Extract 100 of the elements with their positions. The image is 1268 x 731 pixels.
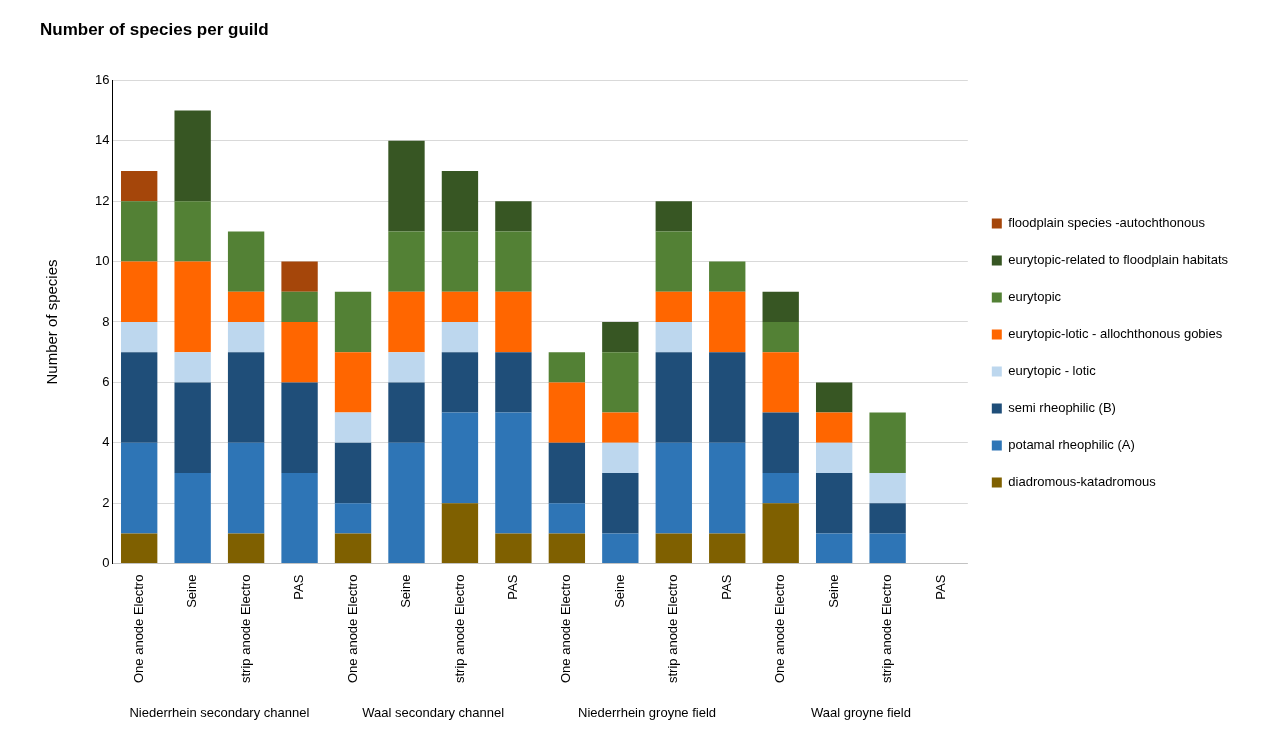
bar <box>334 412 372 443</box>
bar <box>441 503 479 564</box>
bar <box>227 231 265 292</box>
bar <box>441 171 479 232</box>
y-tick-label: 14 <box>94 132 110 148</box>
bar <box>709 291 746 353</box>
bar <box>815 382 853 413</box>
y-axis-title: Number of species <box>43 259 61 385</box>
bar <box>655 322 692 353</box>
bar <box>227 442 265 534</box>
bar <box>548 442 586 504</box>
bar <box>334 503 372 534</box>
bar <box>762 412 799 473</box>
bar <box>441 231 479 292</box>
x-tick-label: Seine <box>611 574 627 608</box>
bar <box>227 352 265 443</box>
bar <box>548 503 586 534</box>
bar <box>548 352 586 383</box>
bar <box>495 533 532 564</box>
bar <box>815 412 853 443</box>
bar <box>388 291 425 353</box>
x-tick-label: PAS <box>291 574 307 600</box>
bar <box>869 503 906 534</box>
legend-label: semi rheophilic (B) <box>1008 400 1116 416</box>
bar <box>334 291 372 353</box>
bar <box>441 291 479 322</box>
bar <box>334 442 372 504</box>
legend-label: eurytopic-related to floodplain habitats <box>1008 252 1229 268</box>
text: Niederrhein groyne field <box>578 705 717 721</box>
bar <box>281 291 318 322</box>
bar <box>655 231 692 292</box>
bar <box>121 322 158 353</box>
bar <box>655 352 692 443</box>
bar <box>174 473 211 564</box>
bar <box>388 140 425 232</box>
bar <box>495 201 532 232</box>
chart-title: Number of species per guild <box>40 19 269 39</box>
y-tick-label: 12 <box>94 192 110 208</box>
x-tick-label: Seine <box>184 574 200 608</box>
legend-label: potamal rheophilic (A) <box>1008 437 1135 453</box>
bar <box>869 473 906 504</box>
bar <box>121 171 158 202</box>
bar <box>281 322 318 383</box>
x-tick-label: strip anode Electro <box>879 574 895 683</box>
bar <box>281 473 318 564</box>
bar <box>602 473 639 534</box>
x-tick-label: Seine <box>825 574 841 608</box>
text: Waal secondary channel <box>362 705 505 721</box>
bar <box>334 533 372 564</box>
bar <box>441 322 479 353</box>
bar <box>121 442 158 534</box>
legend-label: eurytopic <box>1008 289 1062 305</box>
bar <box>227 291 265 322</box>
x-tick-label: PAS <box>932 574 948 600</box>
x-tick-label: One anode Electro <box>772 574 788 683</box>
y-tick-label: 0 <box>102 555 110 571</box>
x-tick-label: PAS <box>718 574 734 600</box>
bar <box>495 231 532 292</box>
x-tick-label: strip anode Electro <box>451 574 467 683</box>
bar <box>388 231 425 292</box>
bar <box>602 352 639 413</box>
bar <box>121 261 158 322</box>
bar <box>281 382 318 473</box>
bar <box>121 533 158 564</box>
bar <box>869 412 906 473</box>
y-tick-label: 8 <box>102 313 110 329</box>
bar <box>548 382 586 443</box>
bar <box>602 442 639 473</box>
bar <box>709 442 746 534</box>
bar <box>174 261 211 353</box>
bar <box>388 352 425 383</box>
text: Waal groyne field <box>810 705 911 721</box>
bar <box>174 110 211 202</box>
bar <box>174 352 211 383</box>
bar <box>281 261 318 292</box>
bar <box>495 352 532 413</box>
x-tick-label: strip anode Electro <box>237 574 253 683</box>
bar <box>602 533 639 564</box>
bar <box>655 291 692 322</box>
bar <box>388 442 425 564</box>
x-tick-label: strip anode Electro <box>665 574 681 683</box>
bar <box>762 503 799 564</box>
bar <box>709 261 746 292</box>
bar <box>121 352 158 443</box>
bar <box>762 291 799 322</box>
bar <box>709 533 746 564</box>
x-tick-label: One anode Electro <box>344 574 360 683</box>
legend-label: eurytopic-lotic - allochthonous gobies <box>1008 326 1223 342</box>
bar <box>334 352 372 413</box>
legend-label: diadromous-katadromous <box>1008 474 1157 490</box>
x-tick-label: Seine <box>398 574 414 608</box>
bar <box>815 442 853 473</box>
bar <box>655 533 692 564</box>
x-tick-label: One anode Electro <box>558 574 574 683</box>
text: Niederrhein secondary channel <box>129 705 310 721</box>
bar <box>709 352 746 443</box>
y-tick-label: 16 <box>94 71 110 87</box>
bar <box>174 382 211 473</box>
bar <box>815 533 853 564</box>
bar <box>762 352 799 413</box>
